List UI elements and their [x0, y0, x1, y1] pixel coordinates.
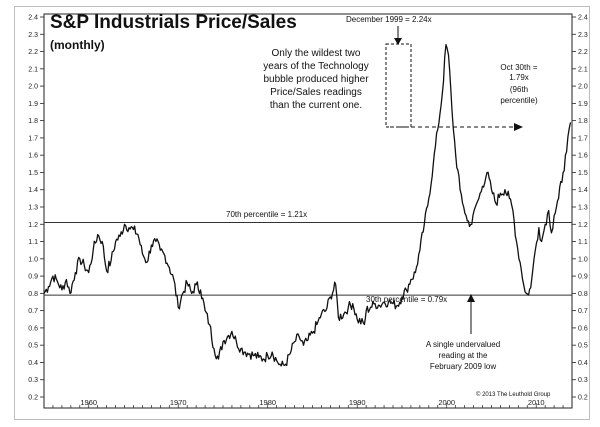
low-note-line: A single undervalued — [426, 340, 500, 349]
y-tick-label: 2.3 — [28, 32, 38, 39]
y-tick-label: 1.2 — [578, 222, 588, 229]
y-tick-label: 0.4 — [578, 360, 588, 367]
y-tick-label: 1.9 — [28, 101, 38, 108]
price-sales-line — [43, 43, 572, 367]
bubble-note-line: years of the Technology — [263, 61, 368, 72]
x-tick-label: 1980 — [259, 398, 276, 407]
plot-area — [43, 13, 573, 409]
y-tick-label: 1.0 — [578, 256, 588, 263]
y-tick-label: 1.6 — [28, 153, 38, 160]
y-tick-label: 1.3 — [28, 205, 38, 212]
chart-subtitle: (monthly) — [50, 38, 105, 52]
y-tick-label: 0.9 — [578, 274, 588, 281]
y-tick-label: 1.8 — [578, 118, 588, 125]
current-note-line: Oct 30th = — [500, 63, 537, 72]
percentile-30-label: 30th percentile = 0.79x — [366, 295, 447, 304]
y-tick-label: 2.2 — [28, 49, 38, 56]
percentile-70-label: 70th percentile = 1.21x — [226, 210, 307, 219]
x-tick-label: 1970 — [170, 398, 187, 407]
y-tick-label: 0.4 — [28, 360, 38, 367]
y-tick-label: 1.7 — [578, 135, 588, 142]
y-tick-label: 1.5 — [28, 170, 38, 177]
y-tick-label: 0.6 — [578, 325, 588, 332]
x-axis: 1960 1970 1980 1990 2000 2010 — [43, 398, 573, 408]
y-tick-label: 1.3 — [578, 205, 588, 212]
bubble-note: Only the wildest two years of the Techno… — [263, 48, 369, 111]
y-axis-right: 2.4 2.3 2.2 2.1 2.0 1.9 1.8 1.7 1.6 1.5 1.4 1.3 1.2 1… — [572, 15, 588, 402]
y-tick-label: 1.0 — [28, 256, 38, 263]
y-tick-label: 0.9 — [28, 274, 38, 281]
bubble-note-line: bubble produced higher — [263, 74, 369, 85]
low-note: A single undervalued reading at the Febr… — [426, 340, 500, 371]
current-note-line: (96th — [510, 85, 528, 94]
current-note: Oct 30th = 1.79x (96th percentile) — [500, 63, 538, 105]
y-tick-label: 0.5 — [28, 343, 38, 350]
low-note-line: reading at the — [439, 351, 488, 360]
y-tick-label: 2.1 — [28, 66, 38, 73]
low-arrow-head — [467, 294, 475, 302]
y-axis-left: 2.4 2.3 2.2 2.1 2.0 1.9 1.8 1.7 1.6 1.5 1.4 1.3 1.2 1… — [28, 15, 44, 402]
bubble-note-line: than the current one. — [270, 100, 362, 111]
y-tick-label: 1.9 — [578, 101, 588, 108]
current-arrow-head — [514, 123, 523, 131]
y-tick-label: 2.4 — [578, 15, 588, 22]
y-tick-label: 1.1 — [28, 239, 38, 246]
y-tick-label: 1.6 — [578, 153, 588, 160]
chart-frame — [14, 6, 590, 420]
current-note-line: percentile) — [500, 96, 538, 105]
y-tick-label: 2.0 — [578, 84, 588, 91]
peak-arrow-head — [394, 38, 402, 45]
y-tick-label: 0.2 — [578, 395, 588, 402]
current-note-line: 1.79x — [509, 73, 529, 82]
y-tick-label: 0.3 — [578, 377, 588, 384]
y-tick-label: 1.7 — [28, 135, 38, 142]
bubble-note-line: Price/Sales readings — [270, 87, 362, 98]
bubble-note-line: Only the wildest two — [272, 48, 361, 59]
y-tick-label: 2.1 — [578, 66, 588, 73]
y-tick-label: 0.7 — [578, 308, 588, 315]
x-tick-label: 2010 — [528, 398, 545, 407]
x-tick-label: 1960 — [80, 398, 97, 407]
y-tick-label: 2.4 — [28, 15, 38, 22]
y-tick-label: 2.2 — [578, 49, 588, 56]
peak-label: December 1999 = 2.24x — [346, 15, 432, 24]
y-tick-label: 1.4 — [28, 187, 38, 194]
chart-title: S&P Industrials Price/Sales — [50, 12, 297, 33]
y-tick-label: 0.8 — [28, 291, 38, 298]
y-tick-label: 2.3 — [578, 32, 588, 39]
x-tick-label: 2000 — [438, 398, 455, 407]
y-tick-label: 0.6 — [28, 325, 38, 332]
y-tick-label: 0.5 — [578, 343, 588, 350]
y-tick-label: 0.7 — [28, 308, 38, 315]
y-tick-label: 1.1 — [578, 239, 588, 246]
y-tick-label: 1.4 — [578, 187, 588, 194]
y-tick-label: 0.3 — [28, 377, 38, 384]
copyright-text: © 2013 The Leuthold Group — [476, 391, 551, 398]
y-tick-label: 1.8 — [28, 118, 38, 125]
low-note-line: February 2009 low — [430, 362, 496, 371]
bubble-peak-box — [385, 43, 412, 128]
y-tick-label: 1.2 — [28, 222, 38, 229]
y-tick-label: 2.0 — [28, 84, 38, 91]
x-tick-label: 1990 — [349, 398, 366, 407]
y-tick-label: 0.8 — [578, 291, 588, 298]
y-tick-label: 1.5 — [578, 170, 588, 177]
y-tick-label: 0.2 — [28, 395, 38, 402]
